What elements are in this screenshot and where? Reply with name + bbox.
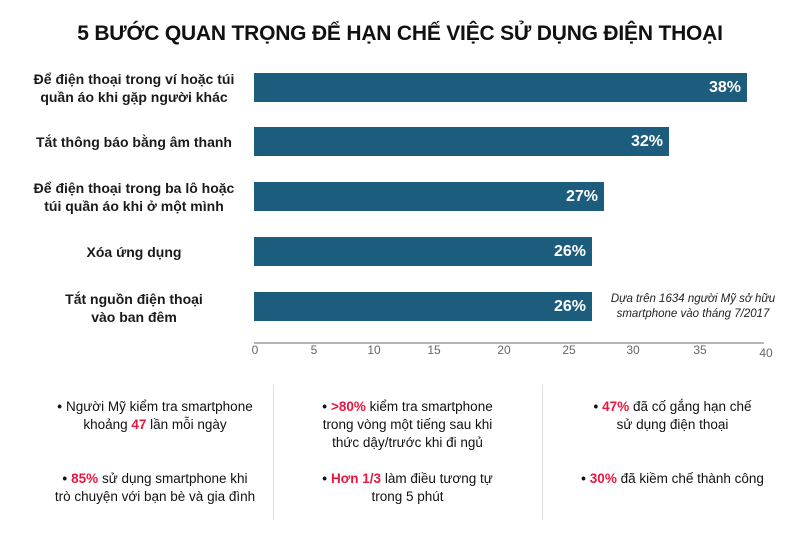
- fact-text: trong 5 phút: [371, 489, 444, 504]
- fact-text: sử dụng điện thoại: [616, 417, 729, 432]
- category-label: Tắt thông báo bằng âm thanh: [20, 132, 248, 152]
- bullet-icon: •: [62, 471, 68, 486]
- label-line: Xóa ứng dụng: [86, 244, 182, 260]
- fact-highlight: 85%: [71, 471, 99, 486]
- fact-item: • 47% đã cố gắng hạn chế sử dụng điện tho…: [555, 398, 790, 434]
- fact-highlight: Hơn 1/3: [330, 471, 382, 486]
- sample-note: Dựa trên 1634 người Mỹ sở hữu smartphone…: [603, 292, 783, 322]
- label-line: Tắt nguồn điện thoại: [65, 291, 203, 307]
- fact-text: đã kiềm chế thành công: [616, 471, 764, 486]
- bar: 27%: [254, 182, 604, 211]
- bar-value-label: 26%: [553, 297, 586, 315]
- note-line: smartphone vào tháng 7/2017: [616, 308, 770, 320]
- fact-text: làm điều tương tự: [381, 471, 493, 486]
- label-line: Để điện thoại trong ví hoặc túi: [33, 71, 235, 87]
- fact-highlight: 47: [131, 417, 147, 432]
- fact-item: • 85% sử dụng smartphone khi trò chuyện v…: [30, 470, 280, 506]
- chart-title: 5 BƯỚC QUAN TRỌNG ĐỂ HẠN CHẾ VIỆC SỬ DỤN…: [77, 22, 723, 45]
- x-tick: 10: [367, 343, 381, 357]
- bar: 26%: [254, 237, 592, 266]
- x-tick: 5: [310, 343, 318, 357]
- x-tick: 20: [497, 343, 511, 357]
- x-tick: 30: [626, 343, 640, 357]
- bullet-icon: •: [581, 471, 586, 486]
- category-label: Tắt nguồn điện thoại vào ban đêm: [20, 290, 248, 326]
- bullet-icon: •: [57, 399, 63, 414]
- label-line: vào ban đêm: [91, 309, 177, 325]
- x-tick: 35: [693, 343, 707, 357]
- label-line: Tắt thông báo bằng âm thanh: [36, 134, 232, 150]
- fact-highlight: >80%: [331, 399, 366, 414]
- fact-item: • >80% kiểm tra smartphone trong vòng một…: [285, 398, 530, 452]
- fact-highlight: 30%: [589, 471, 617, 486]
- bar-value-label: 38%: [708, 78, 741, 96]
- x-tick: 15: [427, 343, 441, 357]
- bar-value-label: 26%: [553, 242, 586, 260]
- fact-text: trong vòng một tiếng sau khi: [322, 417, 493, 432]
- bar-value-label: 27%: [565, 187, 598, 205]
- x-tick: 25: [562, 343, 576, 357]
- bullet-icon: •: [322, 399, 327, 414]
- bar-value-label: 32%: [630, 132, 663, 150]
- fact-item: • Hơn 1/3 làm điều tương tự trong 5 phút: [285, 470, 530, 506]
- fact-item: • 30% đã kiềm chế thành công: [555, 470, 790, 488]
- fact-text: kiểm tra smartphone: [365, 399, 493, 414]
- note-line: Dựa trên 1634 người Mỹ sở hữu: [610, 293, 776, 305]
- fact-text: thức dậy/trước khi đi ngủ: [332, 435, 483, 450]
- bar: 32%: [254, 127, 669, 156]
- label-line: Để điện thoại trong ba lô hoặc: [33, 180, 235, 196]
- x-axis-line: [254, 342, 764, 344]
- bar: 38%: [254, 73, 747, 102]
- fact-text: đã cố gắng hạn chế: [629, 399, 752, 414]
- category-label: Để điện thoại trong ba lô hoặc túi quần á…: [20, 179, 248, 215]
- bar: 26%: [254, 292, 592, 321]
- bullet-icon: •: [322, 471, 327, 486]
- column-divider: [273, 385, 274, 520]
- fact-text: Người Mỹ kiểm tra smartphone: [66, 399, 253, 414]
- label-line: quần áo khi gặp người khác: [40, 89, 228, 105]
- x-tick: 0: [251, 343, 259, 357]
- bullet-icon: •: [593, 399, 599, 414]
- fact-text: lần mỗi ngày: [146, 417, 227, 432]
- fact-highlight: 47%: [602, 399, 630, 414]
- category-label: Xóa ứng dụng: [20, 242, 248, 262]
- x-tick: 40: [759, 346, 773, 360]
- fact-text: trò chuyện với bạn bè và gia đình: [54, 489, 256, 504]
- fact-text: khoảng: [83, 417, 132, 432]
- fact-text: sử dụng smartphone khi: [98, 471, 248, 486]
- category-label: Để điện thoại trong ví hoặc túi quần áo k…: [20, 70, 248, 106]
- label-line: túi quần áo khi ở một mình: [44, 198, 224, 214]
- fact-item: • Người Mỹ kiểm tra smartphone khoảng 47 …: [30, 398, 280, 434]
- column-divider: [542, 385, 543, 520]
